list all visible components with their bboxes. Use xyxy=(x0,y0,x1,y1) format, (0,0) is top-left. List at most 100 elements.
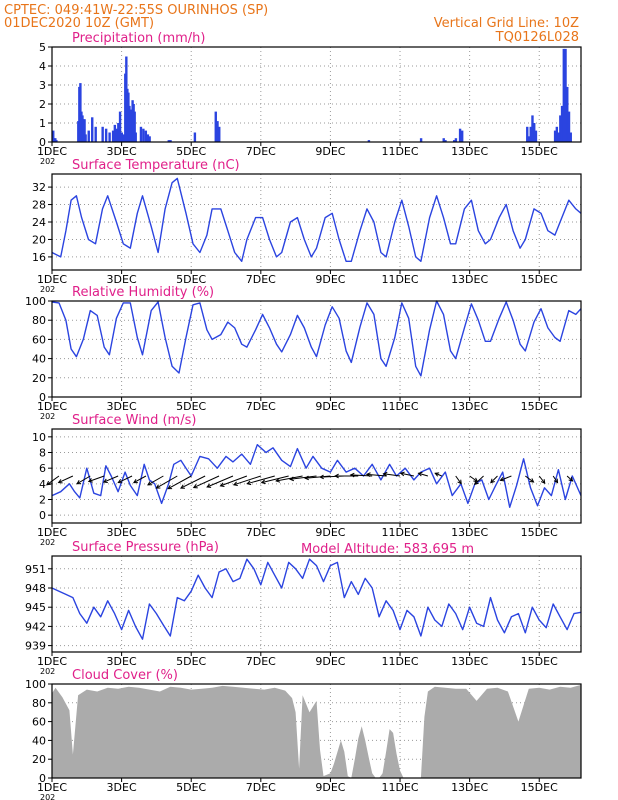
precip-bar xyxy=(139,126,143,142)
rh-xtick-label: 3DEC xyxy=(107,400,137,413)
temp-panel: Surface Temperature (nC) 16 20 24 28 32 1DEC 3D… xyxy=(32,158,582,294)
precip-panel: Precipitation (mm/h) 0 1 2 3 4 5 1DEC 3DEC 5DEC 7D… xyxy=(37,31,582,166)
rh-year-fragment: 202 xyxy=(40,412,55,421)
precip-bar xyxy=(214,111,217,142)
precip-bar xyxy=(564,48,567,142)
rh-xtick-label: 11DEC xyxy=(381,400,418,413)
wind-arrow xyxy=(500,475,512,481)
rh-panel: Relative Humidity (%) 0 20 40 60 80 100 1DEC 3DE… xyxy=(25,285,582,421)
wind-title: Surface Wind (m/s) xyxy=(72,413,196,428)
cloud-frame xyxy=(51,683,582,779)
wind-arrow xyxy=(233,475,261,486)
temp-frame xyxy=(51,173,582,271)
precip-bar xyxy=(113,124,117,142)
pressure-title: Surface Pressure (hPa) xyxy=(72,540,219,555)
precip-bar xyxy=(148,136,151,142)
wind-arrow-head xyxy=(275,478,281,483)
precip-bar xyxy=(104,128,108,142)
wind-xtick-label: 5DEC xyxy=(176,526,206,539)
wind-arrow xyxy=(490,475,498,483)
header: CPTEC: 049:41W-22:55S OURINHOS (SP) 01DE… xyxy=(4,3,579,45)
station-title: CPTEC: 049:41W-22:55S OURINHOS (SP) xyxy=(4,3,268,18)
wind-arrow xyxy=(474,475,484,485)
rh-xtick-label: 13DEC xyxy=(451,400,488,413)
pressure-xtick-label: 3DEC xyxy=(107,655,137,668)
pressure-ytick-label: 942 xyxy=(25,620,46,633)
rh-series-line xyxy=(51,300,582,377)
temp-year-fragment: 202 xyxy=(40,285,55,294)
temp-xtick-label: 11DEC xyxy=(381,273,418,286)
rh-xtick-label: 7DEC xyxy=(246,400,276,413)
pressure-xtick-label: 1DEC xyxy=(37,655,67,668)
wind-arrow-head xyxy=(147,481,152,486)
wind-xtick-label: 13DEC xyxy=(451,526,488,539)
wind-arrow xyxy=(88,475,105,482)
cloud-ytick-label: 20 xyxy=(32,753,46,766)
precip-bar xyxy=(111,130,115,142)
precip-bar xyxy=(83,119,86,142)
precip-bar xyxy=(531,115,534,142)
wind-arrow-head xyxy=(490,478,495,484)
run-datetime: 01DEC2020 10Z (GMT) xyxy=(4,16,154,31)
wind-arrow-head xyxy=(417,471,423,477)
precip-bar xyxy=(169,140,172,142)
cloud-xtick-label: 11DEC xyxy=(381,781,418,794)
precip-bar xyxy=(567,111,571,142)
precip-year-fragment: 202 xyxy=(40,157,55,166)
wind-arrow xyxy=(400,472,415,477)
pressure-frame xyxy=(51,555,582,653)
rh-xtick-label: 15DEC xyxy=(521,400,558,413)
pressure-ytick-label: 948 xyxy=(25,582,46,595)
cloud-cover-area xyxy=(52,684,581,778)
precip-bar xyxy=(52,130,55,142)
wind-arrow-head xyxy=(304,475,309,481)
pressure-year-fragment: 202 xyxy=(40,667,55,676)
precip-bar xyxy=(87,130,90,142)
precip-bar xyxy=(144,130,148,142)
rh-xtick-label: 9DEC xyxy=(315,400,345,413)
pressure-ytick-label: 939 xyxy=(25,640,46,653)
wind-arrow-head xyxy=(399,471,405,477)
pressure-xtick-label: 7DEC xyxy=(246,655,276,668)
precip-bar xyxy=(557,132,560,142)
precip-ytick-label: 4 xyxy=(39,60,46,73)
cloud-year-fragment: 202 xyxy=(40,793,55,800)
wind-arrow-head xyxy=(132,478,138,484)
wind-arrow xyxy=(418,472,429,477)
wind-arrow-head xyxy=(334,473,339,479)
precip-bar xyxy=(454,138,458,142)
pressure-xtick-label: 5DEC xyxy=(176,655,206,668)
wind-ytick-label: 6 xyxy=(39,462,46,475)
precip-bar xyxy=(134,132,137,142)
wind-frame xyxy=(51,428,582,524)
precip-bar xyxy=(562,48,565,142)
precip-bar xyxy=(419,138,423,142)
precip-frame xyxy=(51,46,582,143)
wind-xtick-label: 15DEC xyxy=(521,526,558,539)
pressure-xtick-label: 15DEC xyxy=(521,655,558,668)
precip-bar xyxy=(218,126,221,142)
wind-arrow xyxy=(434,472,442,477)
wind-arrow xyxy=(133,475,147,484)
wind-arrow-head xyxy=(179,484,185,489)
wind-arrow-head xyxy=(365,472,371,477)
wind-arrow xyxy=(552,475,558,483)
wind-ytick-label: 2 xyxy=(39,494,46,507)
precip-ytick-label: 0 xyxy=(39,136,46,149)
rh-title: Relative Humidity (%) xyxy=(72,285,214,300)
wind-arrow-head xyxy=(529,478,535,483)
wind-arrow-head xyxy=(289,476,295,482)
precip-bar xyxy=(460,130,464,142)
wind-arrow xyxy=(103,475,119,483)
wind-arrow xyxy=(206,475,234,488)
rh-ytick-label: 20 xyxy=(32,372,46,385)
precip-bar xyxy=(142,128,145,142)
wind-arrow xyxy=(247,475,275,485)
wind-arrow xyxy=(276,475,303,482)
wind-arrow-head xyxy=(568,477,574,482)
cloud-xtick-label: 13DEC xyxy=(451,781,488,794)
rh-frame xyxy=(51,300,582,398)
wind-arrow-head xyxy=(219,482,225,487)
wind-panel: Surface Wind (m/s) 0 2 4 6 8 10 1DEC 3DEC 5DEC 7DE… xyxy=(32,413,582,547)
wind-arrow xyxy=(76,475,91,485)
